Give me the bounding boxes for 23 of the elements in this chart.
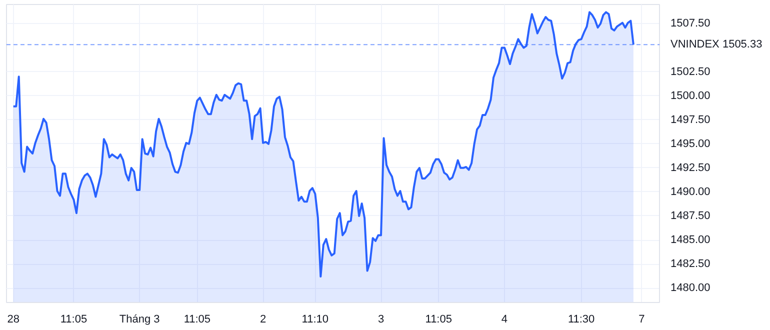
y-tick-label: 1487.50 xyxy=(670,210,710,222)
y-tick-label: 1482.50 xyxy=(670,258,710,270)
y-tick-label: 1507.50 xyxy=(670,18,710,30)
x-tick-label: 11:05 xyxy=(425,314,452,326)
x-tick-label: 3 xyxy=(378,314,384,326)
y-tick-label: 1495.00 xyxy=(670,138,710,150)
x-tick-label: 11:05 xyxy=(60,314,88,326)
x-tick-label: 11:10 xyxy=(302,314,329,326)
y-tick-label: 1480.00 xyxy=(670,282,710,294)
x-tick-label: 11:30 xyxy=(568,314,595,326)
x-tick-label: 28 xyxy=(7,314,20,326)
y-tick-label: 1492.50 xyxy=(670,162,710,174)
x-tick-label: 4 xyxy=(501,314,508,326)
ref-line-label: VNINDEX 1505.33 xyxy=(670,38,762,51)
x-tick-label: 11:05 xyxy=(184,314,211,326)
y-tick-label: 1490.00 xyxy=(670,186,710,198)
y-tick-label: 1485.00 xyxy=(670,234,710,246)
x-tick-label: Tháng 3 xyxy=(119,314,160,326)
x-tick-label: 2 xyxy=(260,314,266,326)
x-tick-label: 7 xyxy=(638,314,645,326)
y-tick-label: 1497.50 xyxy=(670,114,710,126)
y-tick-label: 1500.00 xyxy=(670,90,710,102)
y-tick-label: 1502.50 xyxy=(670,66,710,78)
